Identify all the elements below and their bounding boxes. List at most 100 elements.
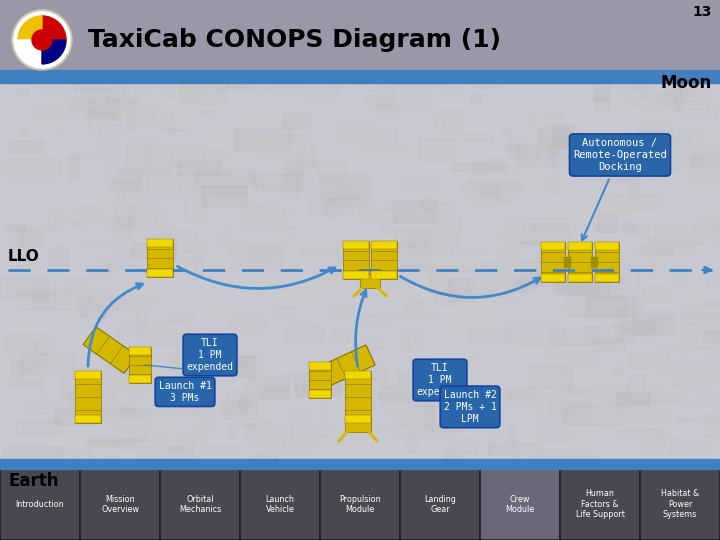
Bar [679, 317, 698, 342]
Bar [65, 278, 89, 296]
Bar [129, 375, 151, 383]
Bar [496, 236, 522, 256]
Bar [238, 396, 248, 411]
Bar [590, 363, 636, 367]
Bar [486, 163, 534, 185]
Bar [327, 351, 345, 370]
Bar [523, 116, 536, 124]
Bar [569, 436, 588, 443]
Bar [710, 56, 720, 76]
Bar [62, 333, 67, 345]
Bar [96, 316, 105, 323]
Bar [273, 306, 296, 315]
Bar [440, 343, 461, 346]
Bar [263, 184, 301, 191]
Bar [378, 103, 399, 117]
Bar [630, 79, 682, 104]
Bar [632, 299, 643, 320]
Bar [214, 78, 269, 91]
Bar [0, 459, 720, 469]
Bar [54, 408, 97, 425]
Bar [675, 360, 707, 366]
Bar [423, 185, 452, 204]
Bar [247, 377, 289, 399]
Bar [187, 411, 199, 415]
Bar [549, 172, 569, 191]
Bar [562, 275, 618, 291]
FancyBboxPatch shape [240, 469, 320, 540]
Bar [17, 421, 61, 433]
Bar [198, 111, 213, 116]
Bar [147, 239, 173, 247]
Circle shape [32, 30, 52, 50]
Text: TaxiCab CONOPS Diagram (1): TaxiCab CONOPS Diagram (1) [88, 28, 501, 52]
Bar [470, 93, 480, 103]
Bar [624, 411, 670, 423]
Bar [445, 221, 504, 226]
Bar [472, 451, 478, 455]
Bar [384, 146, 410, 161]
Bar [185, 244, 208, 253]
Bar [133, 264, 154, 284]
FancyBboxPatch shape [80, 469, 160, 540]
Bar [164, 164, 199, 166]
Bar [657, 92, 708, 109]
Bar [614, 321, 666, 330]
Bar [449, 278, 474, 301]
Bar [341, 64, 351, 76]
Bar [146, 172, 181, 195]
Bar [692, 157, 720, 181]
Bar [28, 195, 63, 198]
Bar [618, 92, 635, 105]
Bar [278, 374, 297, 390]
Bar [124, 101, 155, 114]
Bar [328, 66, 348, 89]
Bar [69, 103, 99, 109]
Bar [269, 85, 302, 92]
Bar [76, 368, 127, 379]
Bar [360, 274, 380, 288]
Bar [377, 86, 430, 107]
Bar [38, 69, 65, 92]
Bar [433, 264, 452, 275]
Bar [213, 301, 240, 321]
Bar [602, 414, 647, 439]
Bar [549, 401, 570, 413]
Bar [323, 345, 375, 385]
Bar [295, 384, 341, 396]
Wedge shape [18, 16, 42, 40]
Bar [315, 261, 375, 279]
Bar [305, 74, 338, 98]
Bar [405, 274, 446, 280]
Bar [145, 239, 177, 254]
Bar [498, 243, 503, 246]
Bar [117, 172, 141, 196]
Bar [284, 298, 289, 303]
Bar [646, 259, 654, 279]
Bar [504, 324, 555, 345]
Bar [354, 144, 408, 147]
Bar [269, 238, 289, 244]
Bar [585, 326, 634, 342]
Bar [5, 341, 49, 358]
Text: Crew
Module: Crew Module [505, 495, 535, 514]
Bar [248, 241, 269, 262]
Bar [517, 222, 549, 243]
Bar [709, 355, 718, 370]
Bar [172, 110, 180, 130]
Bar [4, 159, 60, 178]
Bar [390, 394, 433, 417]
Bar [269, 423, 315, 431]
Bar [359, 208, 415, 222]
Bar [443, 266, 482, 272]
Bar [538, 252, 576, 263]
Bar [456, 415, 469, 427]
Bar [84, 111, 115, 116]
Bar [581, 59, 603, 71]
Bar [557, 308, 564, 312]
Bar [487, 158, 503, 171]
Bar [226, 348, 238, 360]
Bar [436, 80, 461, 94]
Bar [68, 392, 113, 403]
Bar [516, 261, 541, 283]
